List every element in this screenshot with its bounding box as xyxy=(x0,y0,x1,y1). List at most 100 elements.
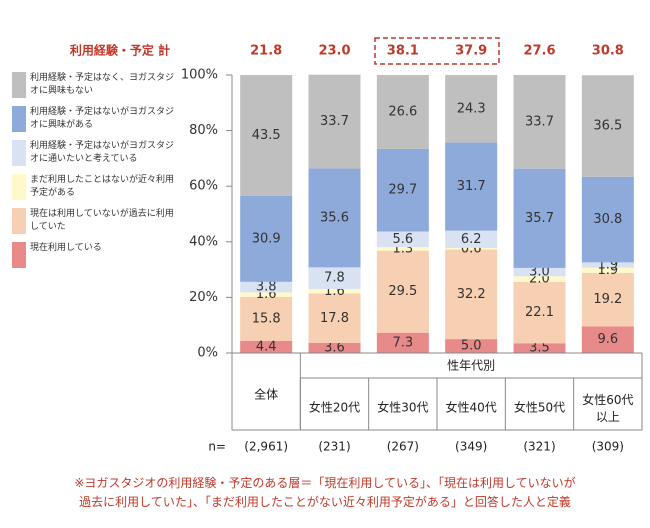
data-label: 3.6 xyxy=(324,340,345,355)
bar-segment xyxy=(513,343,566,353)
category-label: 女性30代 xyxy=(377,400,428,415)
n-value: (2,961) xyxy=(244,440,288,454)
data-label: 30.9 xyxy=(252,231,281,246)
total-value: 37.9 xyxy=(455,44,487,59)
bar-segment xyxy=(513,267,566,277)
legend-swatch xyxy=(12,242,26,268)
legend-label: 利用経験・予定はないがヨガスタジオに興味がある xyxy=(30,107,175,130)
category-label: 女性20代 xyxy=(309,400,360,415)
y-tick-label: 40% xyxy=(189,234,218,249)
data-label: 36.5 xyxy=(593,119,622,134)
bar-segment xyxy=(376,332,429,353)
legend-swatch xyxy=(12,72,26,98)
bar-segment xyxy=(581,176,634,263)
legend: 利用経験・予定はなく、ヨガスタジオに興味もない 利用経験・予定はないがヨガスタジオ… xyxy=(12,72,182,276)
legend-label: 現在は利用していないが過去に利用していた xyxy=(30,209,174,232)
data-label: 17.8 xyxy=(320,311,349,326)
bar-segment xyxy=(445,75,498,143)
data-label: 24.3 xyxy=(457,101,486,116)
bar-segment xyxy=(376,250,429,333)
y-tick-label: 20% xyxy=(189,290,218,305)
data-label: 30.8 xyxy=(593,212,622,227)
footnote: ※ヨガスタジオの利用経験・予定のある層＝「現在利用している」、「現在は利用してい… xyxy=(0,474,650,512)
y-tick-label: 60% xyxy=(189,179,218,194)
total-value: 27.6 xyxy=(523,44,555,59)
data-label: 5.0 xyxy=(461,339,482,354)
note-line: ※ヨガスタジオの利用経験・予定のある層＝「現在利用している」、「現在は利用してい… xyxy=(74,476,576,490)
legend-item: 利用経験・予定はなく、ヨガスタジオに興味もない xyxy=(12,72,182,106)
data-label: 3.5 xyxy=(529,341,550,356)
bar-segment xyxy=(445,230,498,248)
data-label: 35.7 xyxy=(525,211,554,226)
bar-segment xyxy=(376,247,429,251)
bar-segment xyxy=(240,340,293,353)
bar-segment xyxy=(308,168,361,268)
highlight-box xyxy=(374,37,500,65)
legend-item: 利用経験・予定はないがヨガスタジオに興味がある xyxy=(12,106,182,140)
data-label: 6.2 xyxy=(461,232,482,247)
n-value: (267) xyxy=(387,440,419,454)
legend-item: まだ利用したことはないが近々利用予定がある xyxy=(12,174,182,208)
bar-segment xyxy=(513,281,566,344)
data-label: 33.7 xyxy=(525,114,554,129)
data-label: 22.1 xyxy=(525,305,554,320)
bar-segment xyxy=(581,272,634,327)
n-value: (349) xyxy=(455,440,487,454)
bar-segment xyxy=(581,75,634,177)
totals-label: 利用経験・予定 計 xyxy=(70,43,170,58)
note-line: 過去に利用していた」、「まだ利用したことがない近々利用予定がある」と回答した人と… xyxy=(79,495,571,509)
n-value: (231) xyxy=(318,440,350,454)
total-value: 21.8 xyxy=(250,44,282,59)
legend-swatch xyxy=(12,140,26,166)
legend-label: まだ利用したことはないが近々利用予定がある xyxy=(30,175,175,198)
bar-segment xyxy=(445,247,498,250)
legend-label: 利用経験・予定はなく、ヨガスタジオに興味もない xyxy=(30,73,175,96)
data-label: 9.6 xyxy=(597,332,618,347)
category-line: 女性60代 xyxy=(582,392,633,407)
category-line: 以上 xyxy=(596,410,620,424)
y-tick-label: 100% xyxy=(181,68,218,83)
n-label: n= xyxy=(208,440,226,454)
bar-segment xyxy=(376,75,429,149)
bar-segment xyxy=(445,249,498,340)
data-label: 19.2 xyxy=(593,292,622,307)
bar-segment xyxy=(240,195,293,282)
data-label: 15.8 xyxy=(252,311,281,326)
legend-label: 利用経験・予定はないがヨガスタジオに通いたいと考えている xyxy=(30,141,175,164)
total-value: 38.1 xyxy=(387,44,419,59)
bar-segment xyxy=(581,326,634,353)
legend-swatch xyxy=(12,106,26,132)
bar-segment xyxy=(308,267,361,290)
bar-segment xyxy=(240,292,293,297)
bar-segment xyxy=(581,267,634,273)
y-tick-label: 80% xyxy=(189,123,218,138)
data-label: 4.4 xyxy=(256,339,277,354)
bar-segment xyxy=(308,342,361,353)
data-label: 5.6 xyxy=(392,232,413,247)
data-label: 29.5 xyxy=(388,284,417,299)
bar-segment xyxy=(376,231,429,248)
data-label: 43.5 xyxy=(252,128,281,143)
category-label: 女性60代以上 xyxy=(582,392,633,424)
bar-segment xyxy=(308,74,361,169)
legend-label: 現在利用している xyxy=(30,243,102,253)
data-label: 7.8 xyxy=(324,271,345,286)
legend-item: 現在は利用していないが過去に利用していた xyxy=(12,208,182,242)
y-tick-label: 0% xyxy=(197,346,218,361)
data-label: 35.6 xyxy=(320,210,349,225)
bar-segment xyxy=(240,75,293,196)
bar-segment xyxy=(240,296,293,341)
category-label: 女性50代 xyxy=(514,400,565,415)
data-label: 32.2 xyxy=(457,287,486,302)
category-label: 全体 xyxy=(254,387,278,402)
legend-swatch xyxy=(12,208,26,234)
bar-segment xyxy=(513,75,566,169)
group-label: 性年代別 xyxy=(447,359,495,373)
category-label: 女性40代 xyxy=(446,400,497,415)
bar-segment xyxy=(445,142,498,231)
data-label: 29.7 xyxy=(388,183,417,198)
total-value: 23.0 xyxy=(318,44,350,59)
bar-segment xyxy=(376,148,429,232)
